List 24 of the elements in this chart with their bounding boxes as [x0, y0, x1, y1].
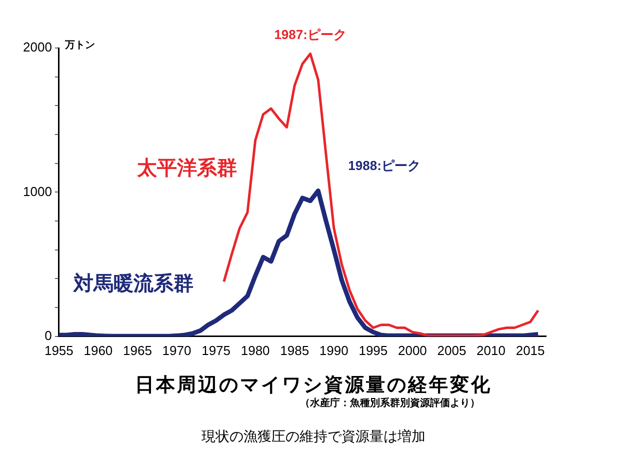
x-tick-label: 1955 — [44, 342, 74, 358]
y-tick-label: 0 — [44, 328, 52, 343]
series-label: 太平洋系群 — [136, 156, 237, 180]
text: 日本周辺のマイワシ資源量の経年変化 — [134, 373, 493, 397]
text: （水産庁：魚種別系群別資源評価より） — [300, 396, 480, 410]
annotation: 1987:ピーク — [274, 26, 346, 42]
x-tick-label: 2005 — [437, 342, 466, 358]
series-label: 対馬暖流系群 — [72, 272, 194, 296]
x-tick-label: 1995 — [358, 342, 388, 358]
text: 現状の漁獲圧の維持で資源量は増加 — [200, 428, 426, 446]
y-axis-title: 万トン — [64, 40, 95, 51]
x-tick-label: 1980 — [240, 342, 270, 358]
x-tick-label: 1990 — [319, 342, 348, 358]
y-tick-label: 2000 — [23, 40, 52, 55]
x-tick-label: 2010 — [476, 342, 506, 358]
x-tick-label: 1960 — [84, 342, 113, 358]
x-tick-label: 2015 — [516, 342, 545, 358]
y-tick-label: 1000 — [23, 184, 52, 199]
x-tick-label: 2000 — [398, 342, 427, 358]
annotation: 1988:ピーク — [348, 158, 420, 173]
x-tick-label: 1970 — [162, 342, 192, 358]
x-tick-label: 1975 — [202, 342, 231, 358]
x-tick-label: 1965 — [123, 342, 152, 358]
x-tick-label: 1985 — [280, 342, 310, 358]
